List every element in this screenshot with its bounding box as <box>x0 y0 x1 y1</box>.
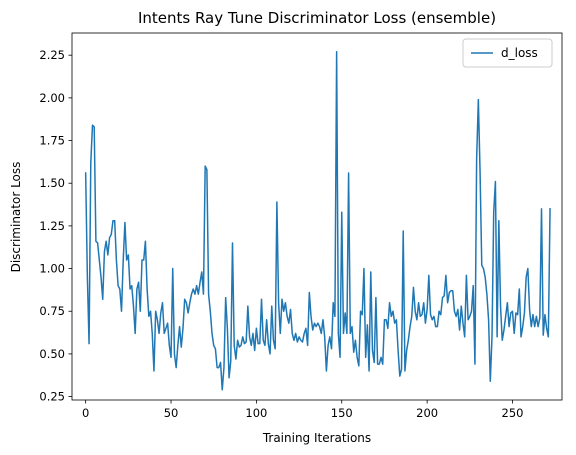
x-axis-label: Training Iterations <box>262 431 371 445</box>
y-tick-label: 1.50 <box>39 176 65 190</box>
y-tick-label: 0.25 <box>39 390 65 404</box>
y-tick-label: 2.25 <box>39 48 65 62</box>
y-tick-label: 0.75 <box>39 304 65 318</box>
y-axis-label: Discriminator Loss <box>9 162 23 273</box>
y-tick-label: 1.75 <box>39 134 65 148</box>
y-tick-label: 2.00 <box>39 91 65 105</box>
y-tick-label: 1.00 <box>39 262 65 276</box>
x-tick-label: 150 <box>331 406 353 420</box>
x-tick-label: 100 <box>245 406 267 420</box>
y-tick-label: 0.50 <box>39 347 65 361</box>
x-tick-label: 0 <box>82 406 89 420</box>
legend-entry-d_loss: d_loss <box>501 46 538 60</box>
x-tick-label: 200 <box>416 406 438 420</box>
x-tick-label: 250 <box>502 406 524 420</box>
y-tick-label: 1.25 <box>39 219 65 233</box>
x-tick-label: 50 <box>164 406 179 420</box>
chart-title: Intents Ray Tune Discriminator Loss (ens… <box>138 9 496 27</box>
